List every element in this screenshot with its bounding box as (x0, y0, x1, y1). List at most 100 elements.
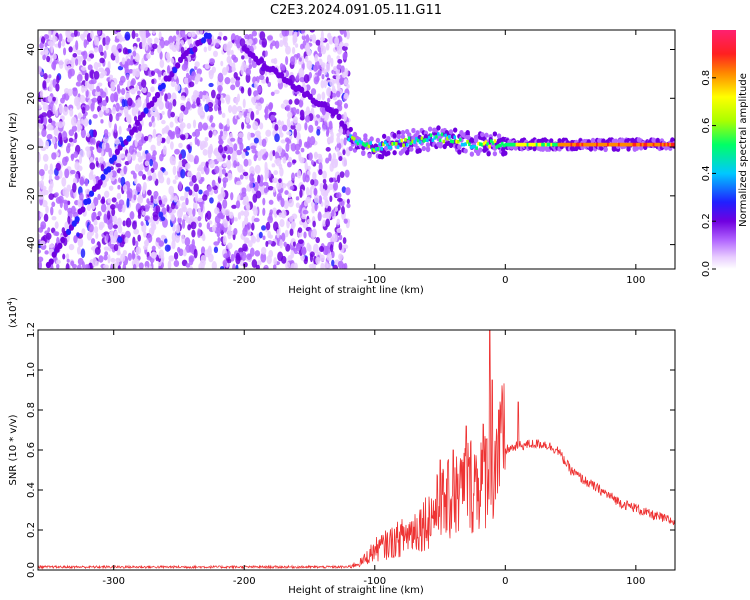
spectrogram-cell (324, 245, 331, 256)
spectrogram-cell (163, 126, 169, 134)
spectrogram-cell (283, 99, 289, 105)
spectrogram-cell (167, 108, 172, 119)
spectrogram-cell (113, 123, 118, 133)
spectrogram-cell (66, 30, 71, 39)
snr-y-scale-note: (x104) (6, 297, 19, 328)
spectrogram-cell (129, 60, 134, 66)
spectrogram-cell (137, 234, 141, 242)
spectrogram-carrier-cell (382, 142, 385, 147)
spectrogram-cell (161, 194, 168, 205)
spectrogram-carrier-cell (588, 142, 592, 147)
spectrogram-cell (143, 231, 147, 238)
spectrogram-carrier-cell (548, 142, 552, 147)
spectrogram-cell (61, 39, 66, 47)
spectrogram-carrier-cell (643, 142, 647, 147)
spectrogram-carrier-halo (613, 138, 619, 144)
spectrogram-cell (179, 134, 186, 140)
spectrogram-cell (260, 187, 265, 193)
spectrogram-cell (143, 239, 149, 247)
spectrogram-cell (249, 166, 255, 176)
spectrogram-cell (204, 137, 209, 142)
spectrogram-cell (118, 48, 122, 53)
spectrogram-cell (171, 239, 176, 250)
spectrogram-cell (45, 34, 50, 40)
spectrogram-cell (220, 186, 224, 195)
spectrogram-carrier-cell (557, 142, 561, 147)
spectrogram-cell (174, 84, 181, 92)
spectrogram-cell (141, 57, 145, 67)
spectrogram-cell (186, 122, 192, 130)
spectrogram-cell (64, 58, 71, 65)
spectrogram-cell (161, 110, 165, 115)
spectrogram-cell (182, 249, 187, 257)
spectrogram-carrier-cell (563, 142, 566, 147)
spectrogram-trace-cell (166, 75, 172, 82)
spectrogram-carrier-cell (369, 141, 372, 145)
spectrogram-cell (99, 57, 105, 64)
spectrogram-cell (203, 165, 208, 172)
spectrogram-carrier-cell (559, 142, 563, 147)
spectrogram-cell (301, 34, 307, 41)
spectrogram-cell (298, 99, 304, 108)
spectrogram-cell (88, 223, 94, 233)
spectrogram-cell (235, 79, 240, 88)
colorbar-tick-label: 0.4 (701, 165, 712, 181)
spectrogram-cell (343, 92, 349, 100)
spectrogram-cell (137, 213, 142, 219)
spectrogram-cell (335, 147, 340, 153)
spectrogram-cell (186, 152, 191, 162)
spectrogram-cell (337, 197, 343, 202)
colorbar-label: Normalized spectral amplitude (738, 73, 749, 227)
colorbar-tick-label: 0.6 (701, 118, 712, 134)
spectrogram-cell (170, 141, 174, 150)
spectrogram-cell (93, 225, 99, 234)
spectrogram-cell (310, 88, 317, 96)
spectrogram-cell (304, 174, 310, 183)
spectrogram-cell (322, 219, 327, 227)
spectrogram-cell (224, 208, 231, 216)
spectrogram-cell (85, 146, 91, 152)
spectrogram-cell (215, 42, 220, 48)
spectrogram-cell (172, 165, 177, 176)
spectrogram-cell (73, 151, 79, 159)
spectrogram-carrier-cell (511, 142, 515, 147)
spectrogram-trace-cell (175, 62, 181, 69)
spectrogram-carrier-cell (475, 146, 478, 150)
spectrogram-carrier-cell (553, 142, 557, 147)
spectrogram-carrier-cell (570, 142, 574, 147)
spectrogram-cell (242, 227, 248, 237)
spectrogram-trace-cell (48, 258, 54, 265)
spectrogram-cell (305, 42, 310, 52)
spectrogram-cell (50, 206, 54, 216)
spectrogram-carrier-cell (451, 139, 455, 144)
spectrogram-carrier-cell (508, 142, 511, 147)
spectrogram-carrier-cell (519, 142, 522, 147)
spectrogram-cell (202, 90, 207, 96)
spectrogram-cell (274, 133, 280, 143)
spectrogram-cell (197, 228, 201, 239)
spectrogram-cell (127, 48, 132, 54)
spectrogram-cell (49, 180, 54, 189)
spectrogram-cell (326, 54, 332, 64)
spectrogram-cell (287, 192, 292, 199)
spectrogram-cell (185, 263, 191, 268)
spectrogram-carrier-cell (606, 142, 610, 147)
spectrogram-cell (105, 107, 110, 114)
spectrogram-cell (281, 255, 287, 264)
spectrogram-cell (142, 185, 146, 195)
spectrogram-carrier-halo (381, 133, 387, 139)
spectrogram-y-ticks: -40 -20 0 20 40 (26, 43, 675, 253)
spectrogram-carrier-cell (389, 145, 393, 150)
spectrogram-cell (51, 136, 56, 145)
spectrogram-cell (185, 216, 190, 224)
spectrogram-cell (110, 81, 116, 92)
spectrogram-cell (42, 153, 49, 162)
spectrogram-cell (218, 122, 223, 130)
spectrogram-cell (70, 260, 75, 267)
spectrogram-cell (93, 129, 97, 138)
spectrogram-cell (217, 72, 224, 83)
spectrogram-cell (226, 118, 230, 127)
spectrogram-cell (214, 207, 220, 215)
spectrogram-cell (221, 99, 225, 104)
spectrogram-cell (152, 128, 157, 139)
